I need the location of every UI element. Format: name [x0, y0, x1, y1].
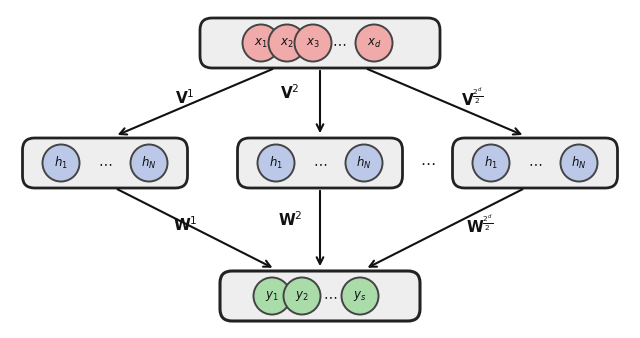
- FancyBboxPatch shape: [452, 138, 618, 188]
- Text: $h_1$: $h_1$: [269, 155, 283, 171]
- Ellipse shape: [561, 145, 598, 182]
- Text: $y_1$: $y_1$: [265, 289, 279, 303]
- Ellipse shape: [294, 24, 332, 62]
- Ellipse shape: [42, 145, 79, 182]
- Text: $x_1$: $x_1$: [254, 37, 268, 50]
- Ellipse shape: [355, 24, 392, 62]
- Ellipse shape: [342, 277, 378, 314]
- Text: $\mathbf{V}^2$: $\mathbf{V}^2$: [280, 83, 300, 102]
- FancyBboxPatch shape: [237, 138, 403, 188]
- Text: $\cdots$: $\cdots$: [528, 156, 542, 170]
- FancyBboxPatch shape: [22, 138, 188, 188]
- FancyBboxPatch shape: [200, 18, 440, 68]
- Text: $\cdots$: $\cdots$: [332, 36, 346, 50]
- Ellipse shape: [346, 145, 383, 182]
- Text: $h_N$: $h_N$: [141, 155, 157, 171]
- Ellipse shape: [243, 24, 280, 62]
- Ellipse shape: [269, 24, 305, 62]
- Ellipse shape: [472, 145, 509, 182]
- Text: $\cdots$: $\cdots$: [313, 156, 327, 170]
- Ellipse shape: [131, 145, 168, 182]
- Text: $y_s$: $y_s$: [353, 289, 367, 303]
- Text: $\cdots$: $\cdots$: [98, 156, 112, 170]
- Text: $x_d$: $x_d$: [367, 37, 381, 50]
- FancyBboxPatch shape: [220, 271, 420, 321]
- Text: $h_1$: $h_1$: [484, 155, 498, 171]
- Text: $h_1$: $h_1$: [54, 155, 68, 171]
- Text: $\cdots$: $\cdots$: [323, 289, 337, 303]
- Ellipse shape: [284, 277, 321, 314]
- Text: $\mathbf{V}^{\frac{2^d}{2}}$: $\mathbf{V}^{\frac{2^d}{2}}$: [461, 87, 483, 109]
- Text: $\mathbf{W}^{\frac{2^d}{2}}$: $\mathbf{W}^{\frac{2^d}{2}}$: [467, 213, 493, 236]
- Text: $\cdots$: $\cdots$: [420, 156, 435, 170]
- Ellipse shape: [257, 145, 294, 182]
- Text: $\mathbf{W}^2$: $\mathbf{W}^2$: [278, 210, 302, 229]
- Text: $y_2$: $y_2$: [295, 289, 309, 303]
- Text: $\mathbf{W}^1$: $\mathbf{W}^1$: [173, 215, 197, 234]
- Text: $\mathbf{V}^1$: $\mathbf{V}^1$: [175, 89, 195, 107]
- Text: $x_2$: $x_2$: [280, 37, 294, 50]
- Text: $h_N$: $h_N$: [356, 155, 372, 171]
- Text: $h_N$: $h_N$: [572, 155, 587, 171]
- Ellipse shape: [253, 277, 291, 314]
- Text: $x_3$: $x_3$: [306, 37, 320, 50]
